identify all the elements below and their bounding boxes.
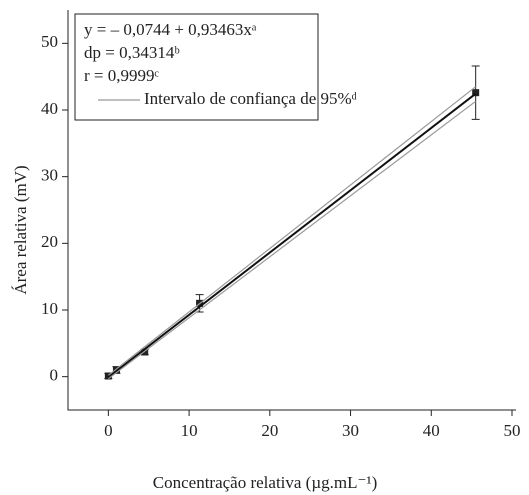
annotation: dp = 0,34314ᵇ [84,43,180,62]
x-tick-label: 0 [104,421,113,440]
fit-line [107,86,477,376]
annotation: r = 0,9999ᶜ [84,66,159,85]
point [141,348,149,356]
y-tick-label: 50 [41,32,58,51]
fit-line [107,92,477,378]
x-tick-label: 40 [423,421,440,440]
y-tick-label: 30 [41,166,58,185]
y-tick-label: 0 [50,366,59,385]
x-tick-label: 20 [261,421,278,440]
x-tick-label: 10 [181,421,198,440]
y-axis-label: Área relativa (mV) [11,165,30,294]
y-tick-label: 40 [41,99,58,118]
y-tick-label: 10 [41,299,58,318]
x-axis-label: Concentração relativa (µg.mL⁻¹) [153,473,377,492]
y-tick-label: 20 [41,232,58,251]
fit-line [108,100,477,380]
annotation: y = – 0,0744 + 0,93463xᵃ [84,20,257,39]
x-tick-label: 30 [342,421,359,440]
legend-box [74,13,319,121]
point [472,89,480,97]
x-tick-label: 50 [504,421,521,440]
axes-frame [67,10,516,411]
legend-label: Intervalo de confiança de 95%ᵈ [144,89,357,108]
